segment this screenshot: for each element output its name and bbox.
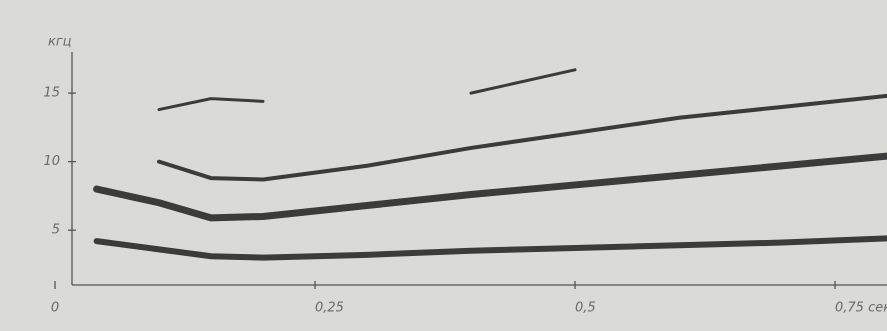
harmonic-line [469, 68, 577, 95]
harmonic-line [93, 235, 887, 261]
y-tick-label: 5 [52, 223, 60, 238]
y-axis-label: кгц [48, 35, 72, 50]
x-tick-label: 0,25 [315, 301, 344, 316]
x-tick-label: 0 [51, 301, 59, 316]
harmonic-line [157, 93, 887, 182]
x-tick-label: 0,5 [575, 301, 596, 316]
harmonic-line [157, 97, 265, 112]
y-tick-label: 10 [43, 154, 60, 169]
x-tick-label: 0,75 сек [835, 301, 887, 316]
y-tick-label: 15 [43, 86, 60, 101]
harmonic-line [93, 152, 887, 222]
